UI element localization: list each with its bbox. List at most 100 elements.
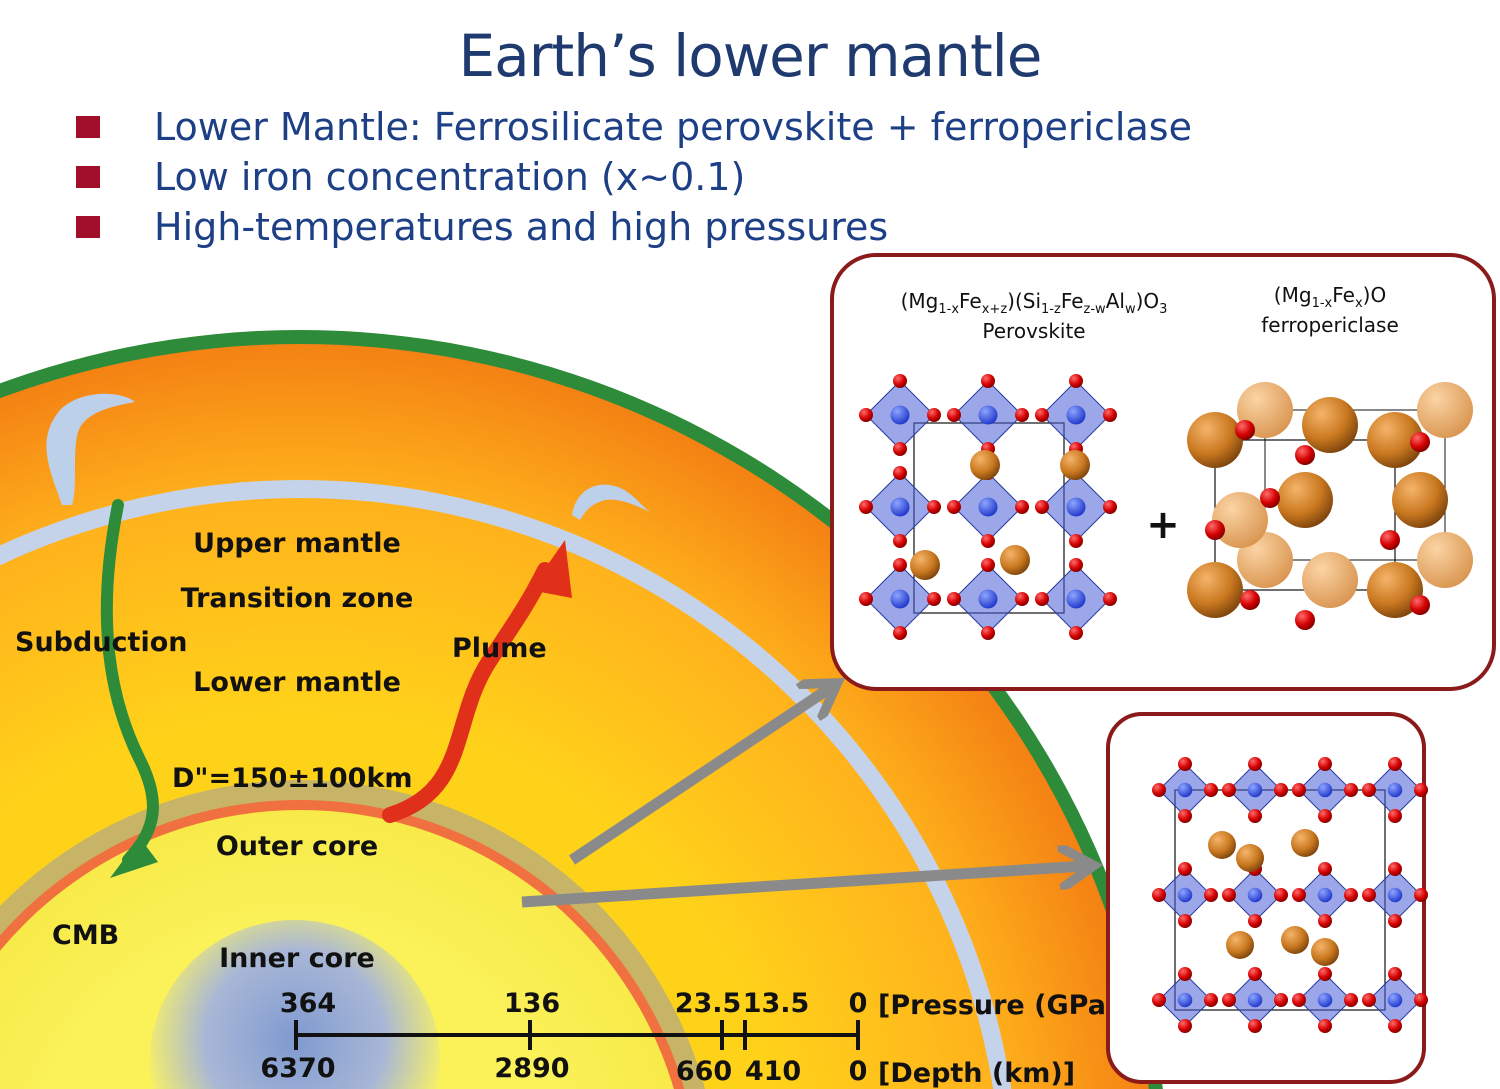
- bullet-square-icon: [76, 216, 100, 238]
- pointer-arrow-to-crystal-box: [521, 866, 1085, 908]
- subduction-label: Subduction: [15, 627, 187, 658]
- oxygen-atom: [893, 558, 907, 572]
- silicon-atom: [1066, 497, 1086, 517]
- bullet-text: High-temperatures and high pressures: [154, 205, 889, 249]
- oxygen-atom: [1015, 500, 1029, 514]
- silicon-atom: [1066, 589, 1086, 609]
- bullet-text: Lower Mantle: Ferrosilicate perovskite +…: [154, 105, 1192, 149]
- d-double-prime-label: D"=150±100km: [172, 763, 413, 794]
- depth-tick-label: 6370: [260, 1053, 335, 1084]
- oxygen-atom: [1178, 967, 1192, 981]
- bullet-text: Low iron concentration (x~0.1): [154, 155, 746, 199]
- oxygen-atom: [947, 592, 961, 606]
- iron-magnesium-atom: [1417, 532, 1473, 588]
- outer-core-label: Outer core: [216, 831, 378, 862]
- bullet-item: Low iron concentration (x~0.1): [72, 152, 1192, 202]
- plume-label: Plume: [452, 633, 547, 664]
- depth-tick-label: 0: [849, 1056, 868, 1087]
- silicon-atom: [1177, 782, 1193, 798]
- oxygen-atom: [1069, 626, 1083, 640]
- plume-arrowhead-icon: [530, 540, 572, 598]
- silicon-atom: [1247, 992, 1263, 1008]
- lower-mantle-label: Lower mantle: [193, 667, 401, 698]
- oxygen-atom: [893, 466, 907, 480]
- pressure-tick-label: 0: [849, 988, 868, 1019]
- oxygen-atom: [1248, 967, 1262, 981]
- oxygen-atom: [1292, 993, 1306, 1007]
- depth-axis-label: [Depth (km)]: [878, 1058, 1075, 1089]
- earth-cross-section: [0, 330, 1163, 1089]
- oxygen-atom: [1240, 590, 1260, 610]
- oxygen-atom: [1414, 888, 1428, 902]
- bullet-list: Lower Mantle: Ferrosilicate perovskite +…: [72, 102, 1192, 252]
- iron-magnesium-atom: [1417, 382, 1473, 438]
- oxygen-atom: [1178, 914, 1192, 928]
- oxygen-atom: [1205, 520, 1225, 540]
- oxygen-atom: [1248, 1019, 1262, 1033]
- oxygen-atom: [1248, 914, 1262, 928]
- oxygen-atom: [947, 500, 961, 514]
- magnesium-atom: [1226, 931, 1254, 959]
- oxygen-atom: [1248, 757, 1262, 771]
- oxygen-atom: [1388, 914, 1402, 928]
- surface-plume-left: [46, 393, 135, 505]
- oxygen-atom: [1204, 783, 1218, 797]
- oxygen-atom: [1103, 408, 1117, 422]
- oxygen-atom: [1178, 862, 1192, 876]
- silicon-atom: [978, 589, 998, 609]
- oxygen-atom: [1035, 408, 1049, 422]
- oxygen-atom: [981, 626, 995, 640]
- plume-arrow: [382, 562, 553, 823]
- oxygen-atom: [859, 592, 873, 606]
- oxygen-atom: [1222, 783, 1236, 797]
- subduction-arrow: [100, 499, 159, 866]
- bullet-item: High-temperatures and high pressures: [72, 202, 1192, 252]
- oxygen-atom: [1318, 914, 1332, 928]
- oxygen-atom: [1274, 783, 1288, 797]
- magnesium-atom: [1311, 938, 1339, 966]
- oxygen-atom: [1178, 757, 1192, 771]
- oxygen-atom: [1103, 500, 1117, 514]
- oxygen-atom: [1362, 888, 1376, 902]
- oxygen-atom: [893, 374, 907, 388]
- oxygen-atom: [981, 374, 995, 388]
- silicon-atom: [978, 405, 998, 425]
- silicon-atom: [1317, 887, 1333, 903]
- oxygen-atom: [1344, 993, 1358, 1007]
- magnesium-atom: [1060, 450, 1090, 480]
- oxygen-atom: [1414, 783, 1428, 797]
- iron-magnesium-atom: [1187, 562, 1243, 618]
- oxygen-atom: [1204, 888, 1218, 902]
- upper-mantle-label: Upper mantle: [193, 528, 401, 559]
- oxygen-atom: [1015, 592, 1029, 606]
- ferropericlase-name: ferropericlase: [1261, 313, 1399, 337]
- perovskite-crystal-structure: [859, 374, 1117, 640]
- silicon-atom: [1387, 887, 1403, 903]
- silicon-atom: [1177, 992, 1193, 1008]
- magnesium-atom: [1281, 926, 1309, 954]
- page-title: Earth’s lower mantle: [458, 22, 1043, 90]
- magnesium-atom: [1208, 831, 1236, 859]
- oxygen-atom: [1295, 610, 1315, 630]
- pressure-tick-label: 13.5: [743, 988, 810, 1019]
- oxygen-atom: [1222, 888, 1236, 902]
- ferropericlase-formula: (Mg1-xFex)O: [1274, 283, 1386, 311]
- oxygen-atom: [927, 408, 941, 422]
- oxygen-atom: [1292, 888, 1306, 902]
- oxygen-atom: [1015, 408, 1029, 422]
- oxygen-atom: [1274, 888, 1288, 902]
- oxygen-atom: [1103, 592, 1117, 606]
- oxygen-atom: [1410, 595, 1430, 615]
- silicon-atom: [1247, 887, 1263, 903]
- oxygen-atom: [981, 534, 995, 548]
- pointer-arrow-to-mineral-box: [568, 688, 830, 865]
- oxygen-atom: [1318, 1019, 1332, 1033]
- perovskite-name: Perovskite: [982, 319, 1085, 343]
- oxygen-atom: [927, 500, 941, 514]
- oxygen-atom: [1069, 374, 1083, 388]
- silicon-atom: [890, 497, 910, 517]
- inner-core-layer: [150, 920, 440, 1089]
- oxygen-atom: [1292, 783, 1306, 797]
- oxygen-atom: [1344, 888, 1358, 902]
